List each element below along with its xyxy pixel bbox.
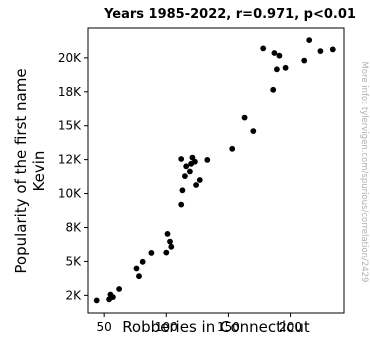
y-tick-label-5: 15K [58,119,82,133]
data-point-13 [178,201,185,208]
data-point-25 [229,145,236,152]
chart-title: Years 1985-2022, r=0.971, p<0.01 [103,7,356,22]
data-point-0 [93,297,100,304]
data-point-36 [317,48,324,54]
data-point-29 [270,86,277,93]
data-point-21 [192,158,198,165]
data-point-34 [301,57,308,64]
x-tick-label-3: 200 [279,320,302,334]
y-axis: 2K 5K 8K 10K 12K 15K 18K 20K [58,51,88,302]
data-point-17 [183,163,190,170]
data-point-3 [110,294,116,300]
data-point-15 [179,187,186,194]
plot-frame [87,27,345,314]
data-point-11 [167,238,173,245]
data-point-5 [133,265,140,272]
data-point-22 [193,182,200,188]
data-point-35 [306,37,313,43]
y-tick-label-1: 5K [65,254,82,268]
y-tick-label-2: 8K [65,221,82,235]
x-tick-label-0: 50 [97,320,112,334]
data-point-16 [182,173,188,180]
data-point-33 [282,64,289,71]
data-point-32 [276,52,283,59]
data-point-31 [274,66,280,73]
y-axis-label-line-2: Kevin [30,151,48,192]
data-point-24 [204,157,211,163]
data-point-26 [241,114,248,121]
points-layer [93,37,336,304]
y-axis-label-line-1: Popularity of the first name [12,68,30,273]
x-axis-label: Robberies in Connecticut [122,318,310,336]
source-note: More info: tylervigen.com/spurious/corre… [359,62,369,283]
data-point-14 [178,156,185,162]
data-point-10 [164,231,171,237]
data-point-8 [148,250,155,256]
data-point-7 [139,258,146,265]
data-point-37 [329,46,336,53]
data-point-6 [136,273,142,280]
x-axis: 50 100 150 200 [97,313,302,334]
data-point-9 [163,249,170,256]
y-tick-label-3: 10K [58,187,82,201]
x-tick-label-2: 150 [217,320,240,334]
x-tick-label-1: 100 [155,320,178,334]
data-point-12 [168,243,175,250]
y-tick-label-4: 12K [58,153,82,167]
data-point-30 [271,50,278,56]
y-tick-label-6: 18K [58,85,82,99]
data-point-4 [116,286,122,292]
data-point-18 [187,168,193,175]
data-point-28 [260,45,267,52]
data-point-27 [250,128,257,135]
y-tick-label-7: 20K [58,51,82,65]
y-tick-label-0: 2K [65,288,82,302]
data-point-23 [196,177,203,183]
